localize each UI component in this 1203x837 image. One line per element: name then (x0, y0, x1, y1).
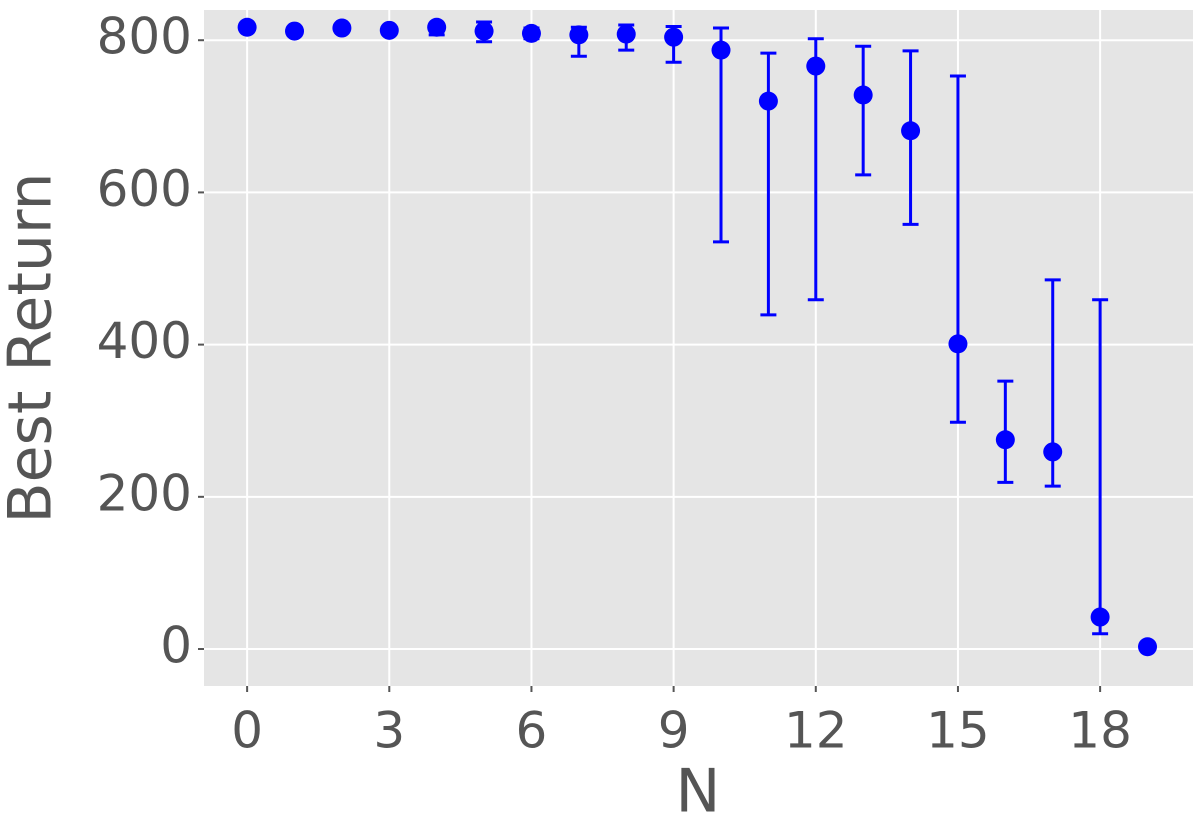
point (521, 23, 541, 43)
y-tick-label: 600 (97, 160, 192, 218)
y-tick-label: 400 (97, 312, 192, 370)
point (474, 21, 494, 41)
error-bar (713, 26, 730, 244)
x-tick-label: 0 (231, 702, 263, 760)
error-bar (1092, 298, 1109, 636)
point (664, 27, 684, 47)
plot-background (204, 10, 1193, 686)
point (853, 85, 873, 105)
x-tick-label: 9 (658, 702, 690, 760)
point (995, 430, 1015, 450)
point (285, 21, 305, 41)
x-tick-label: 3 (373, 702, 405, 760)
error-bar (807, 37, 824, 302)
point (901, 121, 921, 141)
point (948, 334, 968, 354)
point (569, 25, 589, 45)
x-tick-label: 12 (784, 702, 848, 760)
y-tick-label: 0 (160, 617, 192, 675)
point (427, 17, 447, 37)
point (1043, 442, 1063, 462)
y-tick-label: 200 (97, 464, 192, 522)
error-bar (949, 74, 966, 424)
y-tick-label: 800 (97, 8, 192, 66)
x-tick-label: 18 (1068, 702, 1132, 760)
x-axis-label: N (676, 757, 721, 827)
point (758, 91, 778, 111)
point (379, 20, 399, 40)
point (1090, 607, 1110, 627)
point (1138, 637, 1158, 657)
point (806, 56, 826, 76)
x-tick-label: 15 (926, 702, 990, 760)
y-axis-label: Best Return (0, 172, 66, 523)
point (237, 17, 257, 37)
point (616, 24, 636, 44)
point (711, 40, 731, 60)
point (332, 18, 352, 38)
x-tick-label: 6 (516, 702, 548, 760)
error-bar (855, 44, 872, 177)
